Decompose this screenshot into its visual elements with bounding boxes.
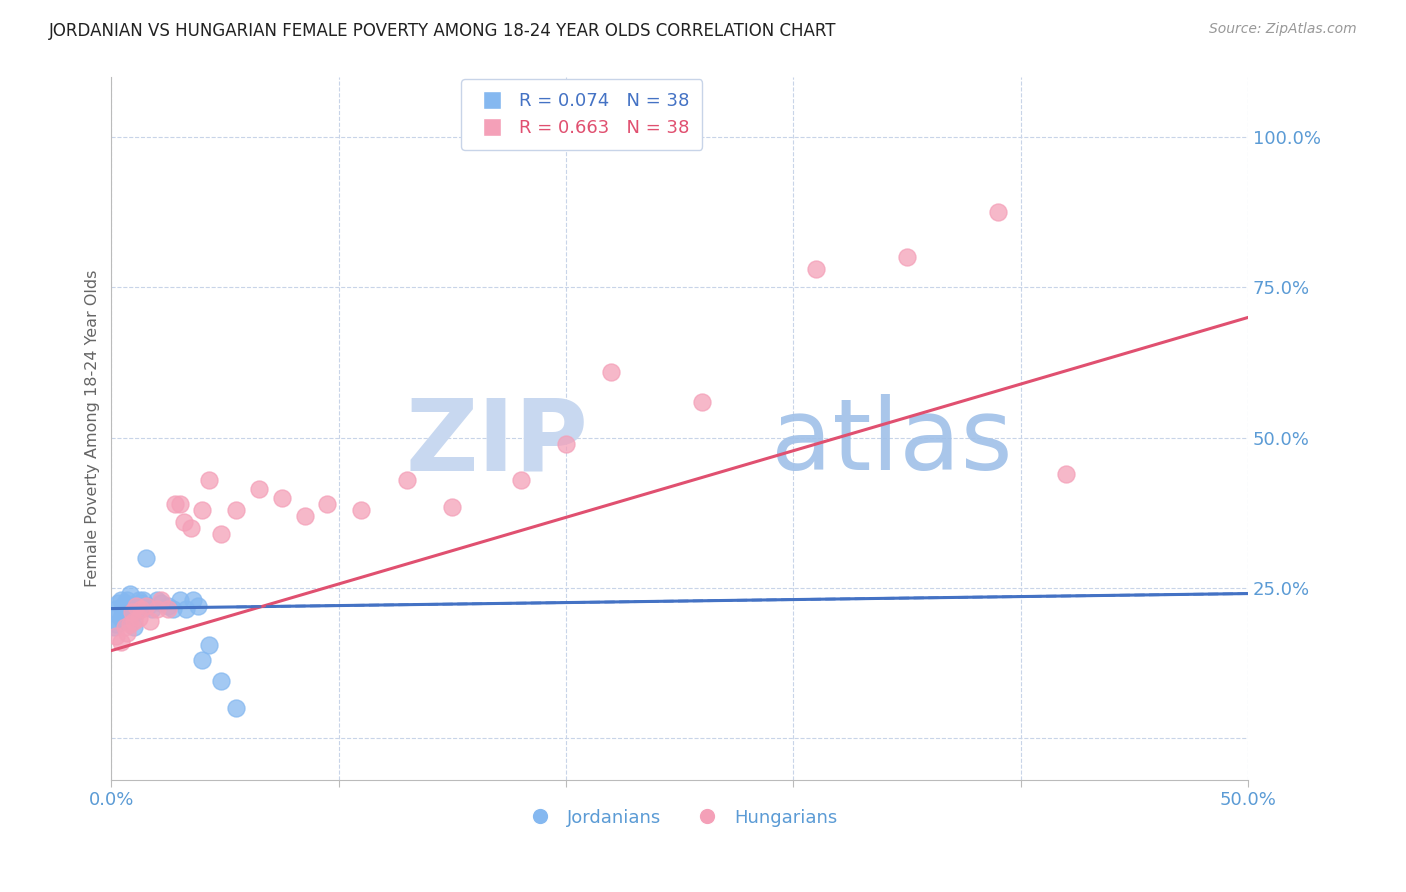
Point (150, 596, 173, 610)
Point (110, 592, 132, 607)
Point (247, 482, 270, 496)
Point (114, 596, 136, 610)
Point (136, 599, 159, 613)
Text: JORDANIAN VS HUNGARIAN FEMALE POVERTY AMONG 18-24 YEAR OLDS CORRELATION CHART: JORDANIAN VS HUNGARIAN FEMALE POVERTY AM… (49, 22, 837, 40)
Point (987, 205, 1010, 219)
Point (169, 592, 191, 607)
Point (181, 592, 204, 607)
Point (111, 614, 134, 628)
Point (104, 616, 127, 631)
Legend: Jordanians, Hungarians: Jordanians, Hungarians (515, 801, 844, 834)
Point (129, 601, 152, 615)
Text: Source: ZipAtlas.com: Source: ZipAtlas.com (1209, 22, 1357, 37)
Point (187, 599, 209, 613)
Point (141, 601, 163, 615)
Point (146, 601, 169, 615)
Point (896, 251, 918, 265)
Point (162, 601, 184, 615)
Point (692, 394, 714, 409)
Point (117, 625, 139, 640)
Point (111, 605, 134, 619)
Point (103, 619, 125, 633)
Point (173, 515, 195, 529)
Point (114, 601, 136, 615)
Point (129, 596, 152, 610)
Point (118, 605, 141, 619)
Point (104, 601, 127, 615)
Point (118, 616, 141, 631)
Point (157, 599, 180, 613)
Point (395, 473, 418, 487)
Point (107, 607, 129, 622)
Point (350, 502, 373, 516)
Point (114, 619, 136, 633)
Point (209, 673, 232, 688)
Point (509, 473, 531, 487)
Point (122, 619, 145, 633)
Point (117, 599, 139, 613)
Point (198, 638, 221, 652)
Point (146, 592, 169, 607)
Point (225, 700, 247, 714)
Point (107, 596, 129, 610)
Point (134, 599, 156, 613)
Point (128, 610, 150, 624)
Point (270, 491, 292, 505)
Text: ZIP: ZIP (406, 394, 589, 491)
Point (125, 599, 148, 613)
Text: atlas: atlas (770, 394, 1012, 491)
Point (134, 550, 156, 565)
Point (165, 497, 187, 511)
Point (600, 364, 623, 378)
Point (150, 592, 173, 607)
Point (225, 502, 247, 516)
Point (180, 520, 202, 534)
Point (804, 262, 827, 277)
Point (117, 592, 139, 607)
Point (157, 601, 180, 615)
Point (198, 473, 221, 487)
Point (128, 592, 150, 607)
Point (139, 614, 162, 628)
Point (110, 634, 132, 648)
Point (122, 614, 145, 628)
Point (122, 599, 145, 613)
Point (294, 508, 316, 523)
Point (191, 652, 214, 666)
Point (121, 605, 143, 619)
Point (1054, 467, 1077, 481)
Point (209, 526, 232, 541)
Point (169, 497, 191, 511)
Point (176, 601, 198, 615)
Point (121, 601, 143, 615)
Y-axis label: Female Poverty Among 18-24 Year Olds: Female Poverty Among 18-24 Year Olds (86, 270, 100, 587)
Point (555, 436, 578, 450)
Point (191, 502, 214, 516)
Point (132, 592, 155, 607)
Point (118, 586, 141, 600)
Point (104, 629, 127, 643)
Point (111, 599, 134, 613)
Point (125, 605, 148, 619)
Point (441, 500, 464, 514)
Point (110, 610, 132, 624)
Point (316, 497, 339, 511)
